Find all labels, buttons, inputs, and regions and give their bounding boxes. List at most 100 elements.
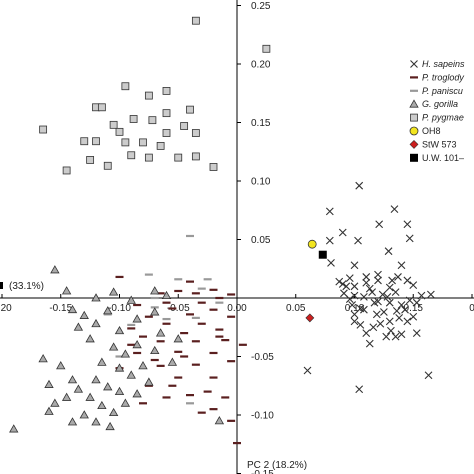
- data-point: [338, 280, 347, 288]
- data-point: [355, 181, 364, 190]
- data-point: [156, 364, 165, 367]
- data-point: [73, 384, 84, 393]
- data-point: [186, 105, 194, 114]
- data-point: [186, 234, 194, 238]
- data-point: [162, 301, 171, 304]
- data-point: [397, 301, 406, 309]
- series-square: [39, 16, 271, 175]
- data-point: [91, 293, 101, 302]
- data-point: [372, 310, 381, 319]
- data-point: [335, 277, 344, 286]
- data-point: [214, 416, 225, 425]
- legend: H. sapeins P. troglody P. paniscu G. gorill…: [409, 59, 465, 163]
- data-point: [233, 441, 241, 445]
- data-point: [103, 313, 112, 316]
- data-point: [144, 153, 153, 162]
- data-point: [238, 343, 247, 346]
- data-point: [139, 402, 147, 405]
- legend-label: H. sapeins: [422, 59, 465, 69]
- data-point: [103, 382, 113, 391]
- legend-marker: [410, 113, 418, 122]
- data-point: [365, 339, 374, 348]
- data-point: [132, 389, 142, 398]
- data-point: [132, 314, 142, 323]
- data-point: [80, 137, 89, 146]
- data-point: [374, 276, 382, 285]
- data-point: [191, 129, 200, 137]
- data-point: [144, 315, 153, 318]
- data-point: [303, 366, 312, 375]
- data-point: [103, 306, 113, 315]
- y-tick-label: -0.15: [251, 469, 274, 474]
- data-point: [350, 310, 359, 319]
- legend-label: P. pygmae: [422, 113, 464, 123]
- data-point: [307, 239, 317, 249]
- data-point: [127, 327, 136, 330]
- data-point: [350, 282, 359, 291]
- data-point: [168, 307, 177, 310]
- data-point: [186, 313, 194, 316]
- data-point: [186, 280, 194, 283]
- data-point: [385, 283, 394, 292]
- data-point: [197, 322, 206, 325]
- data-point: [390, 205, 399, 213]
- data-point: [150, 358, 159, 362]
- data-point: [209, 288, 218, 291]
- data-point: [374, 270, 382, 279]
- data-point: [156, 141, 165, 150]
- data-point: [97, 357, 107, 366]
- data-point: [150, 345, 160, 355]
- data-point: [115, 127, 124, 136]
- x-tick-label: -0.15: [49, 303, 72, 314]
- data-point: [115, 275, 124, 279]
- data-point: [191, 363, 200, 366]
- data-point: [186, 394, 194, 397]
- data-point: [209, 408, 218, 411]
- y-tick-label: 0.15: [251, 118, 271, 129]
- data-point: [370, 298, 379, 307]
- legend-marker: [409, 139, 419, 149]
- legend-label: OH8: [422, 126, 441, 136]
- data-point: [174, 350, 183, 353]
- data-point: [378, 290, 387, 299]
- data-point: [144, 273, 153, 276]
- y-tick-label: -0.10: [251, 411, 274, 422]
- data-point: [403, 317, 412, 326]
- data-point: [150, 286, 160, 295]
- data-point: [305, 313, 315, 323]
- legend-label: U.W. 101–: [422, 153, 464, 163]
- legend-marker: [409, 99, 419, 108]
- series-diamond: [305, 313, 315, 323]
- data-point: [148, 116, 157, 125]
- x-tick-label: 0.05: [286, 303, 306, 314]
- data-point: [262, 44, 271, 53]
- data-point: [44, 406, 54, 415]
- data-point: [139, 335, 147, 338]
- y-tick-label: 0.25: [251, 1, 271, 12]
- data-point: [356, 321, 365, 329]
- legend-marker: [410, 153, 418, 162]
- data-point: [362, 273, 371, 281]
- data-point: [120, 398, 131, 407]
- data-point: [227, 419, 236, 422]
- data-point: [412, 329, 421, 337]
- data-point: [121, 82, 130, 91]
- data-point: [132, 339, 142, 349]
- data-point: [155, 328, 166, 337]
- data-point: [56, 361, 66, 370]
- data-point: [345, 295, 354, 304]
- data-point: [409, 312, 418, 321]
- data-point: [174, 153, 183, 162]
- data-point: [405, 234, 414, 243]
- legend-label: P. paniscu: [422, 86, 463, 96]
- data-point: [162, 87, 171, 95]
- data-point: [227, 293, 236, 296]
- data-points: [9, 16, 435, 445]
- data-point: [209, 308, 218, 311]
- legend-marker: [410, 76, 418, 79]
- legend-label: P. troglody: [422, 72, 464, 82]
- data-point: [191, 292, 200, 295]
- data-point: [91, 417, 101, 426]
